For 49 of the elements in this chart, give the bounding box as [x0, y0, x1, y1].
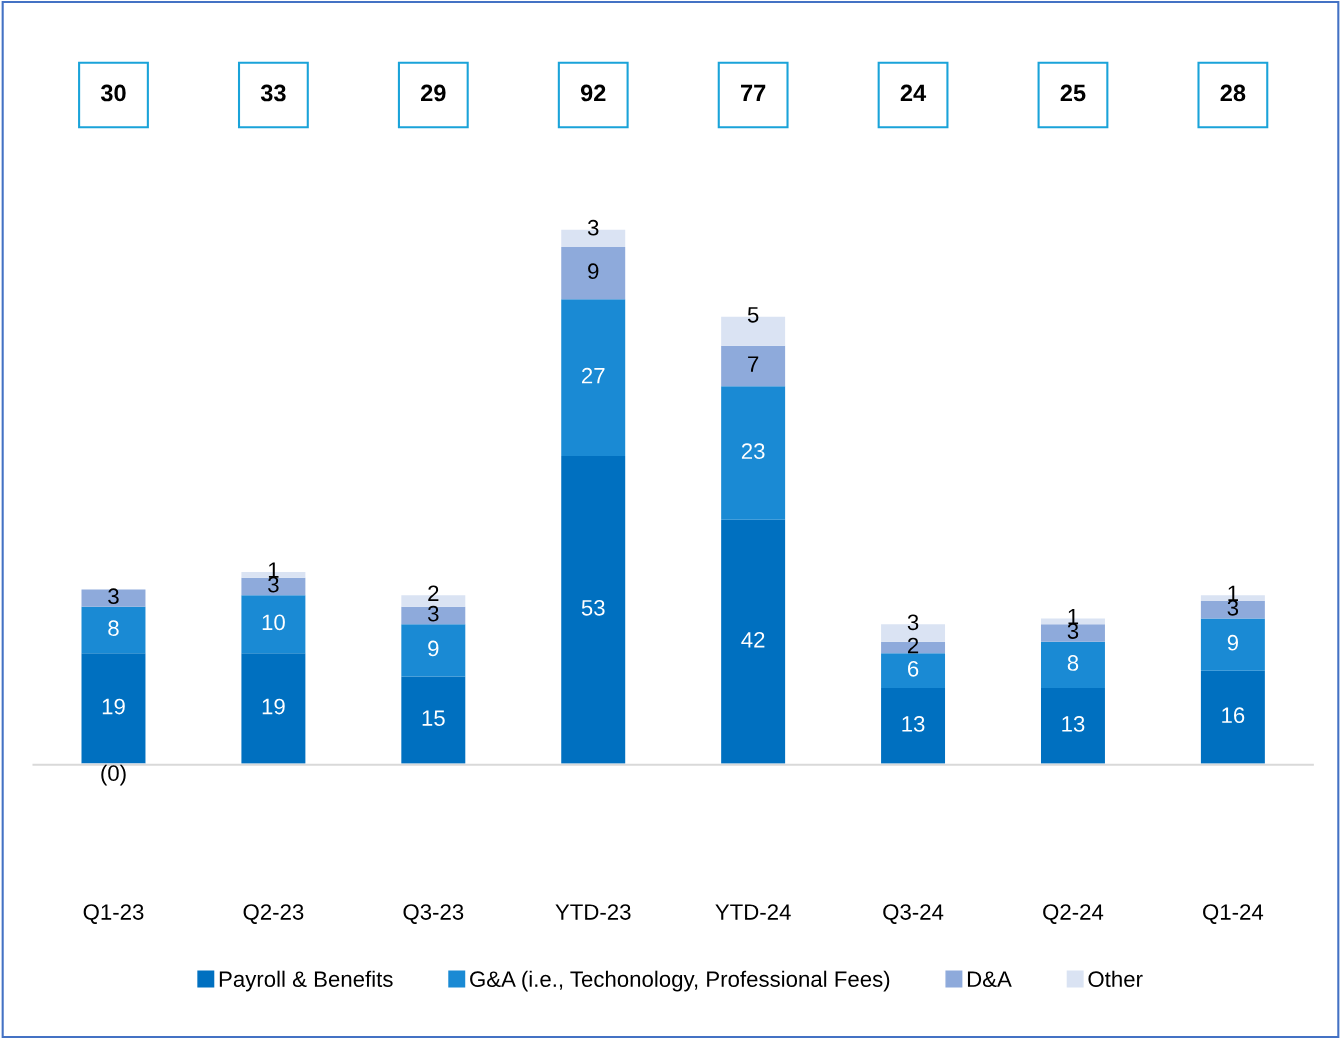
text: 24 [900, 84, 927, 102]
data-label: 3 [427, 605, 439, 622]
data-label: 2 [428, 585, 439, 601]
data-label: 5 [747, 307, 759, 323]
data-label: 1 [1228, 585, 1238, 601]
data-label: 15 [422, 710, 445, 726]
x-tick-label: YTD-24 [715, 904, 791, 920]
text: 33 [260, 84, 286, 102]
data-label: 6 [908, 660, 919, 677]
text: 29 [421, 84, 446, 102]
x-tick-label: Q3-24 [883, 904, 944, 924]
x-tick-label: Q2-23 [243, 904, 304, 924]
data-label: 13 [902, 716, 925, 732]
data-label: 16 [1222, 707, 1245, 724]
data-label: 7 [748, 356, 759, 372]
legend-label: G&A (i.e., Techonology, Professional Fees) [470, 970, 890, 992]
data-label: 8 [1067, 655, 1079, 671]
data-label: 19 [262, 698, 285, 715]
data-label: 13 [1062, 716, 1085, 732]
data-label: 3 [587, 219, 599, 236]
data-label: 10 [262, 614, 285, 631]
data-label: 9 [588, 263, 599, 280]
text: 77 [741, 84, 766, 102]
legend-label: Other [1088, 970, 1143, 988]
legend-label: D&A [967, 971, 1012, 988]
data-label: 1 [1068, 608, 1079, 625]
legend-label: Payroll & Benefits [219, 970, 393, 992]
data-label: 27 [581, 367, 605, 384]
data-label: 19 [102, 698, 125, 715]
x-tick-label: Q2-24 [1043, 904, 1104, 924]
data-label: 3 [108, 588, 119, 605]
data-label: 3 [907, 614, 919, 631]
data-label: 3 [268, 576, 279, 593]
data-label: 2 [907, 637, 919, 654]
data-label: (0) [101, 764, 126, 786]
data-label: 9 [1227, 634, 1239, 651]
text: 30 [100, 84, 126, 102]
data-label: 53 [581, 599, 605, 616]
data-label: 42 [741, 631, 765, 648]
data-label: 9 [428, 640, 439, 657]
text: 92 [580, 84, 606, 102]
x-tick-label: Q1-23 [83, 904, 144, 924]
x-tick-label: Q1-24 [1203, 904, 1264, 924]
text: 28 [1220, 84, 1246, 102]
data-label: 8 [108, 620, 119, 637]
x-tick-label: YTD-23 [555, 904, 631, 920]
data-label: 23 [741, 443, 765, 460]
text: 25 [1060, 84, 1086, 102]
x-tick-label: Q3-23 [403, 904, 464, 924]
